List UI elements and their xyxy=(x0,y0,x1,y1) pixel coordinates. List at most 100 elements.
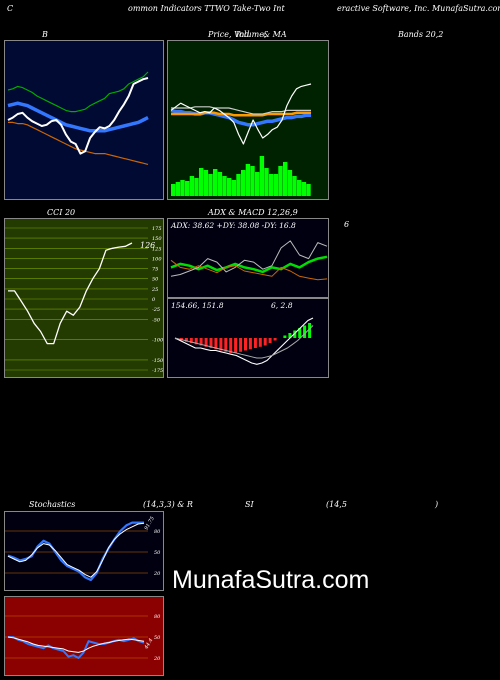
volume-bar xyxy=(231,180,237,196)
cci-tick-label: 50 xyxy=(152,277,159,283)
price-price-line xyxy=(170,83,312,145)
cci-tick-label: 75 xyxy=(152,267,158,273)
adx-minusdy-line xyxy=(170,259,328,281)
cci-tick-label: -150 xyxy=(152,358,164,364)
cci-tick-label: 25 xyxy=(151,287,158,293)
macd-histogram-bar xyxy=(244,338,247,351)
rsi-tick-label: 80 xyxy=(154,614,161,620)
cci-tick-label: -25 xyxy=(152,307,160,313)
volume-bar xyxy=(175,182,181,196)
macd-histogram-bar xyxy=(303,325,307,338)
bollinger-middle-line xyxy=(7,101,149,133)
macd-histogram-bar xyxy=(194,338,198,345)
volume-bar xyxy=(250,166,255,196)
rsi-params-close: ) xyxy=(435,500,439,509)
panel-background xyxy=(167,218,329,298)
macd-histogram-bar xyxy=(219,338,223,351)
macd-readout-right: 6, 2.8 xyxy=(271,301,293,310)
cci-tick-label: -50 xyxy=(152,317,161,323)
volume-bar xyxy=(189,176,195,196)
macd-histogram-bar xyxy=(239,338,243,352)
rsi-params: (14,5 xyxy=(326,500,347,509)
macd-histogram-bar xyxy=(204,338,208,347)
rsi-chart: 80 50 20 44.4 xyxy=(4,596,164,676)
stochastics-d-line xyxy=(7,522,145,578)
macd-histogram-bar xyxy=(234,338,238,353)
volume-bar xyxy=(203,170,209,196)
macd-histogram-bar xyxy=(189,338,193,343)
cci-tick-label: 0 xyxy=(152,297,156,303)
rsi-title: SI xyxy=(245,500,254,509)
stochastics-tick-label: 20 xyxy=(153,571,161,577)
cci-line xyxy=(8,242,133,345)
macd-histogram-bar xyxy=(229,338,233,353)
stochastics-params: (14,3,3) & R xyxy=(143,500,193,509)
bands-title: Bands 20,2 xyxy=(398,30,444,39)
cci-tick-label: 100 xyxy=(152,256,162,262)
volume-bar xyxy=(236,174,241,196)
bollinger-title: B xyxy=(42,30,48,39)
cci-tick-label: -100 xyxy=(152,338,164,344)
macd-signal-line xyxy=(174,325,314,359)
header-title: ommon Indicators TTWO Take-Two Int xyxy=(128,4,285,13)
volume-bar xyxy=(213,169,218,196)
volume-bar xyxy=(306,184,311,196)
adx-chart: ADX: 38.62 +DY: 38.08 -DY: 16.8 xyxy=(167,218,329,298)
price-volume-chart xyxy=(167,40,329,200)
cci-title: CCI 20 xyxy=(47,208,76,217)
panel-background xyxy=(4,596,164,676)
mrsi-line xyxy=(7,636,145,653)
header-source: eractive Software, Inc. MunafaSutra.com xyxy=(337,4,500,13)
rsi-value-label: 44.4 xyxy=(143,638,154,652)
macd-chart: 154.66, 151.8 6, 2.8 xyxy=(167,298,329,378)
volume-bar xyxy=(245,164,251,196)
volume-bar xyxy=(264,168,269,196)
price-ma-white-line xyxy=(171,106,311,115)
volume-bar xyxy=(227,178,232,196)
rsi-tick-label: 50 xyxy=(154,635,161,641)
volume-bar xyxy=(185,181,190,196)
volume-bar xyxy=(287,170,293,196)
macd-histogram-bar xyxy=(293,330,297,338)
volume-bar xyxy=(273,174,279,196)
volume-bar xyxy=(283,162,288,196)
macd-histogram-bar xyxy=(288,333,292,338)
adx-adx-line xyxy=(170,255,328,274)
stochastics-k-line xyxy=(7,521,144,582)
volume-bar xyxy=(301,182,307,196)
volume-bar xyxy=(199,168,204,196)
macd-histogram-bar xyxy=(298,328,302,338)
price-ma-title: & MA xyxy=(263,30,287,39)
volume-bar xyxy=(259,156,265,196)
volume-bar xyxy=(255,172,260,196)
macd-histogram-bar xyxy=(184,338,188,342)
adx-macd-title: ADX & MACD 12,26,9 xyxy=(208,208,298,217)
price-volume-title: Price, Volume, xyxy=(208,30,267,39)
volume-bar xyxy=(297,180,302,196)
cci-value-label: 126 xyxy=(140,241,155,250)
macd-histogram-bar xyxy=(214,338,218,350)
volume-bar xyxy=(208,174,213,196)
stochastics-tick-label: 50 xyxy=(154,550,161,556)
panel-background xyxy=(167,298,329,378)
volume-bar xyxy=(194,178,199,196)
cci-tick-label: 125 xyxy=(152,246,162,252)
macd-histogram-bar xyxy=(224,338,228,352)
macd-histogram-bar xyxy=(258,338,262,347)
panel-background xyxy=(167,40,329,200)
stochastics-tick-label: 80 xyxy=(154,529,161,535)
macd-histogram-bar xyxy=(248,338,252,350)
macd-histogram-bar xyxy=(263,338,267,346)
price-overlay-text: Ind xyxy=(236,30,250,39)
macd-histogram-bar xyxy=(308,323,312,338)
cci-tick-label: -175 xyxy=(152,368,163,374)
macd-histogram-bar xyxy=(273,338,277,341)
cci-chart: 175 150 125 100 75 50 25 0 -25 -50 -100 -150 -175 126 xyxy=(4,218,164,378)
rsi-tick-label: 20 xyxy=(153,656,161,662)
volume-bar xyxy=(241,170,246,196)
volume-bar xyxy=(171,184,176,196)
stochastics-title: Stochastics xyxy=(29,500,76,509)
macd-histogram-bar xyxy=(283,335,287,338)
macd-histogram-bar xyxy=(209,338,213,348)
